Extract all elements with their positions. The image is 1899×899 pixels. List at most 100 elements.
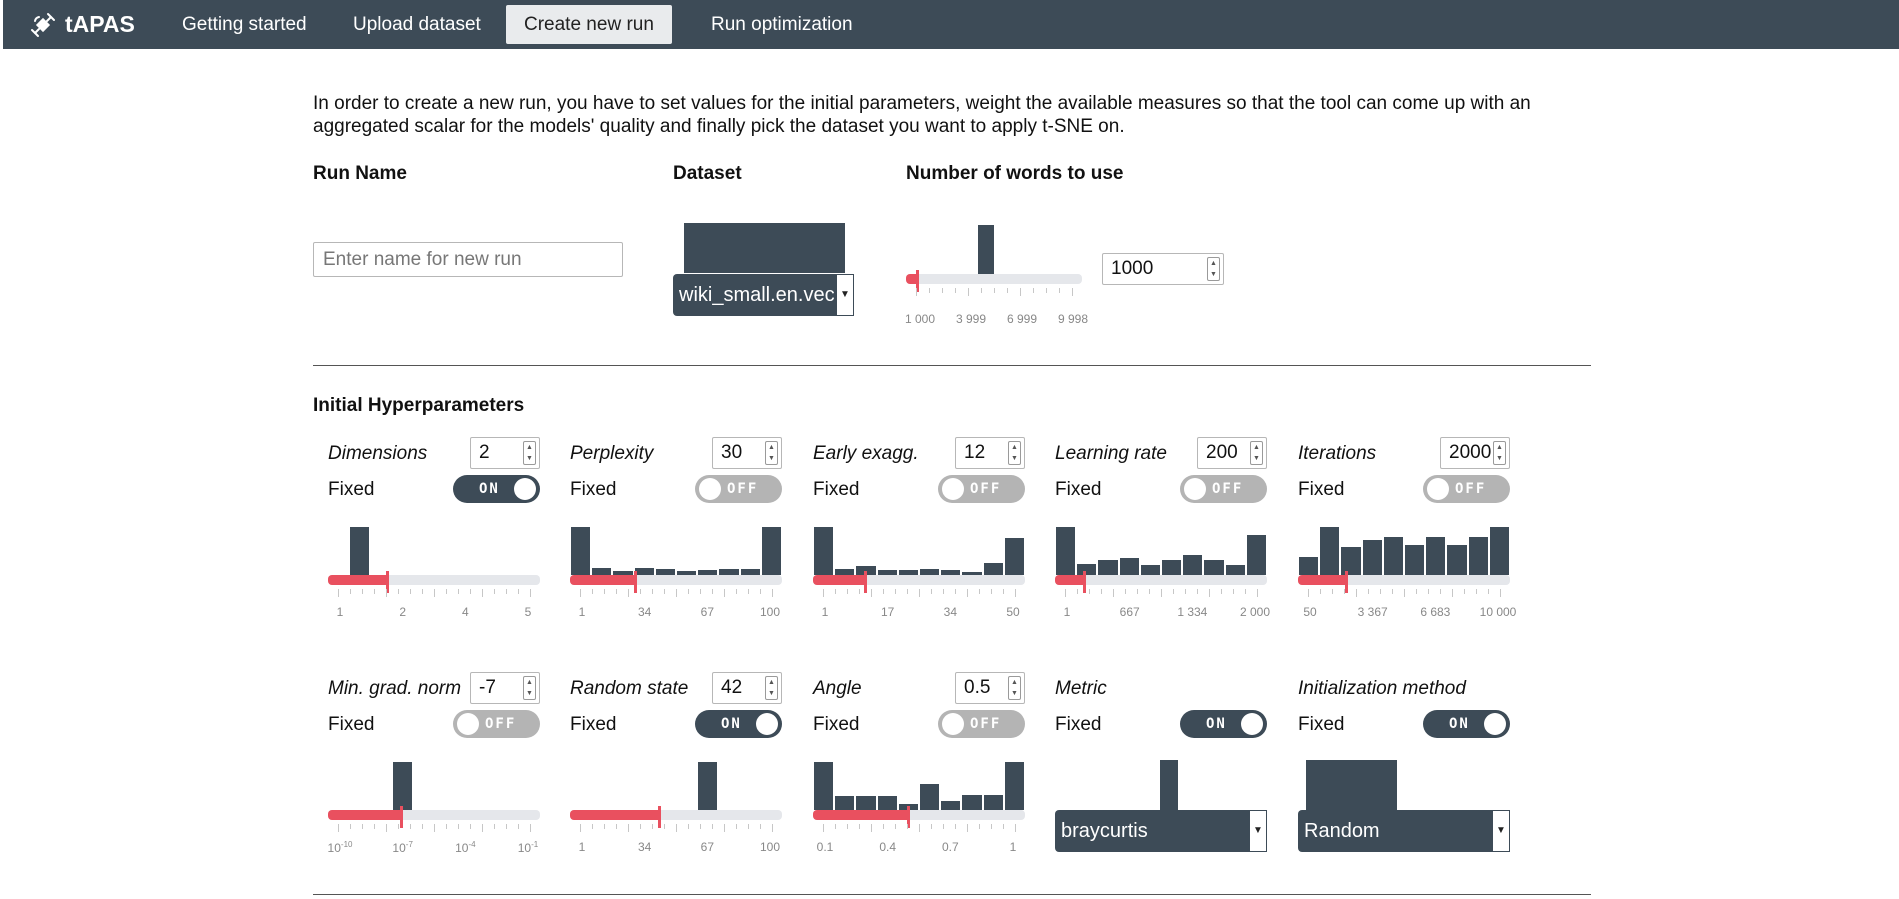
tick-mark <box>895 589 896 594</box>
hyperparameters-title: Initial Hyperparameters <box>313 395 525 416</box>
stepper-icon[interactable]: ▲ ▼ <box>765 676 778 700</box>
slider-perplexity[interactable] <box>570 571 782 593</box>
tick-mark <box>676 824 677 832</box>
fixed-toggle-metric[interactable]: ON <box>1180 710 1267 738</box>
slider-handle[interactable] <box>907 806 910 828</box>
nav-run-optimization[interactable]: Run optimization <box>711 14 853 35</box>
dataset-histogram-bar <box>684 223 845 273</box>
stepper-icon[interactable]: ▲ ▼ <box>1008 676 1021 700</box>
dropdown-arrow-icon[interactable]: ▼ <box>1490 810 1510 852</box>
param-input-dimensions[interactable]: 2 ▲ ▼ <box>470 437 540 469</box>
dropdown-arrow-icon[interactable]: ▼ <box>1247 810 1267 852</box>
tick-mark <box>518 589 519 594</box>
param-value-angle: 0.5 <box>964 677 991 698</box>
tick-mark <box>518 824 519 829</box>
stepper-icon[interactable]: ▲ ▼ <box>523 441 536 465</box>
param-input-angle[interactable]: 0.5 ▲ ▼ <box>955 672 1025 704</box>
slider-iterations[interactable] <box>1298 571 1510 593</box>
tick-mark <box>398 824 399 829</box>
slider-random-state[interactable] <box>570 806 782 828</box>
fixed-toggle-min-grad-norm[interactable]: OFF <box>453 710 540 738</box>
words-histogram-bar <box>978 225 994 274</box>
slider-handle[interactable] <box>634 571 637 593</box>
slider-dimensions[interactable] <box>328 571 540 593</box>
param-input-random-state[interactable]: 42 ▲ ▼ <box>712 672 782 704</box>
nav-getting-started[interactable]: Getting started <box>182 14 307 35</box>
slider-learning-rate[interactable] <box>1055 571 1267 593</box>
stepper-icon[interactable]: ▲ ▼ <box>1250 441 1263 465</box>
fixed-toggle-initialization-method[interactable]: ON <box>1423 710 1510 738</box>
histogram-bar <box>1320 527 1340 575</box>
tick-mark <box>640 589 641 594</box>
stepper-icon[interactable]: ▲ ▼ <box>1493 441 1506 465</box>
tick-mark <box>494 589 495 594</box>
tick-mark <box>338 589 339 597</box>
stepper-icon[interactable]: ▲ ▼ <box>523 676 536 700</box>
metric-histogram-bar <box>1160 760 1178 810</box>
slider-angle[interactable] <box>813 806 1025 828</box>
tick-mark <box>1332 589 1333 594</box>
words-input[interactable]: 1000 ▲ ▼ <box>1102 253 1224 285</box>
tick-label: 10 000 <box>1479 605 1517 619</box>
fixed-toggle-dimensions[interactable]: ON <box>453 475 540 503</box>
tick-mark <box>362 824 363 829</box>
tick-mark <box>919 824 920 832</box>
slider-handle[interactable] <box>400 806 403 828</box>
nav-upload-dataset[interactable]: Upload dataset <box>353 14 481 35</box>
param-input-learning-rate[interactable]: 200 ▲ ▼ <box>1197 437 1267 469</box>
slider-early-exagg[interactable] <box>813 571 1025 593</box>
param-input-min-grad-norm[interactable]: -7 ▲ ▼ <box>470 672 540 704</box>
slider-handle[interactable] <box>658 806 661 828</box>
histogram-bar <box>392 762 412 810</box>
histogram-bar <box>719 569 739 575</box>
tick-mark <box>1125 589 1126 594</box>
param-label-min-grad-norm: Min. grad. norm <box>328 678 462 699</box>
tick-mark <box>350 824 351 829</box>
words-stepper-icon[interactable]: ▲ ▼ <box>1207 257 1220 281</box>
dataset-select[interactable]: wiki_small.en.vec <box>673 274 836 316</box>
select-metric[interactable]: braycurtis <box>1055 810 1248 852</box>
tick-mark <box>724 824 725 832</box>
words-slider[interactable] <box>906 270 1082 292</box>
slider-handle[interactable] <box>1083 571 1086 593</box>
param-input-iterations[interactable]: 2000 ▲ ▼ <box>1440 437 1510 469</box>
select-initialization-method[interactable]: Random <box>1298 810 1491 852</box>
run-name-input[interactable] <box>313 242 623 277</box>
tick-mark <box>942 288 943 293</box>
fixed-label-angle: Fixed <box>813 714 860 735</box>
tick-mark <box>1221 589 1222 594</box>
slider-handle[interactable] <box>1345 571 1348 593</box>
stepper-icon[interactable]: ▲ ▼ <box>1008 441 1021 465</box>
tick-mark <box>916 288 917 296</box>
tick-mark <box>1209 589 1210 597</box>
tick-mark <box>1007 288 1008 293</box>
histogram-bar <box>1183 555 1203 575</box>
tick-label: 100 <box>759 840 781 854</box>
words-slider-handle[interactable] <box>916 270 919 292</box>
brand[interactable]: tAPAS <box>29 0 135 49</box>
tick-mark <box>883 589 884 594</box>
fixed-toggle-early-exagg[interactable]: OFF <box>938 475 1025 503</box>
histogram-bar <box>761 527 781 575</box>
tick-label: 1 <box>1063 605 1071 619</box>
slider-min-grad-norm[interactable] <box>328 806 540 828</box>
tick-mark <box>991 589 992 594</box>
stepper-icon[interactable]: ▲ ▼ <box>765 441 778 465</box>
fixed-toggle-iterations[interactable]: OFF <box>1423 475 1510 503</box>
param-value-learning-rate: 200 <box>1206 442 1238 463</box>
tick-label: 5 <box>524 605 532 619</box>
fixed-toggle-random-state[interactable]: ON <box>695 710 782 738</box>
slider-handle[interactable] <box>386 571 389 593</box>
histogram-bar <box>1119 558 1139 575</box>
fixed-toggle-perplexity[interactable]: OFF <box>695 475 782 503</box>
param-input-perplexity[interactable]: 30 ▲ ▼ <box>712 437 782 469</box>
slider-fill <box>328 810 402 820</box>
dataset-dropdown-arrow-icon[interactable]: ▼ <box>834 274 854 316</box>
tick-mark <box>871 589 872 597</box>
nav-create-new-run[interactable]: Create new run <box>506 5 672 44</box>
fixed-toggle-learning-rate[interactable]: OFF <box>1180 475 1267 503</box>
fixed-toggle-angle[interactable]: OFF <box>938 710 1025 738</box>
param-input-early-exagg[interactable]: 12 ▲ ▼ <box>955 437 1025 469</box>
toggle-knob <box>699 478 721 500</box>
slider-handle[interactable] <box>864 571 867 593</box>
